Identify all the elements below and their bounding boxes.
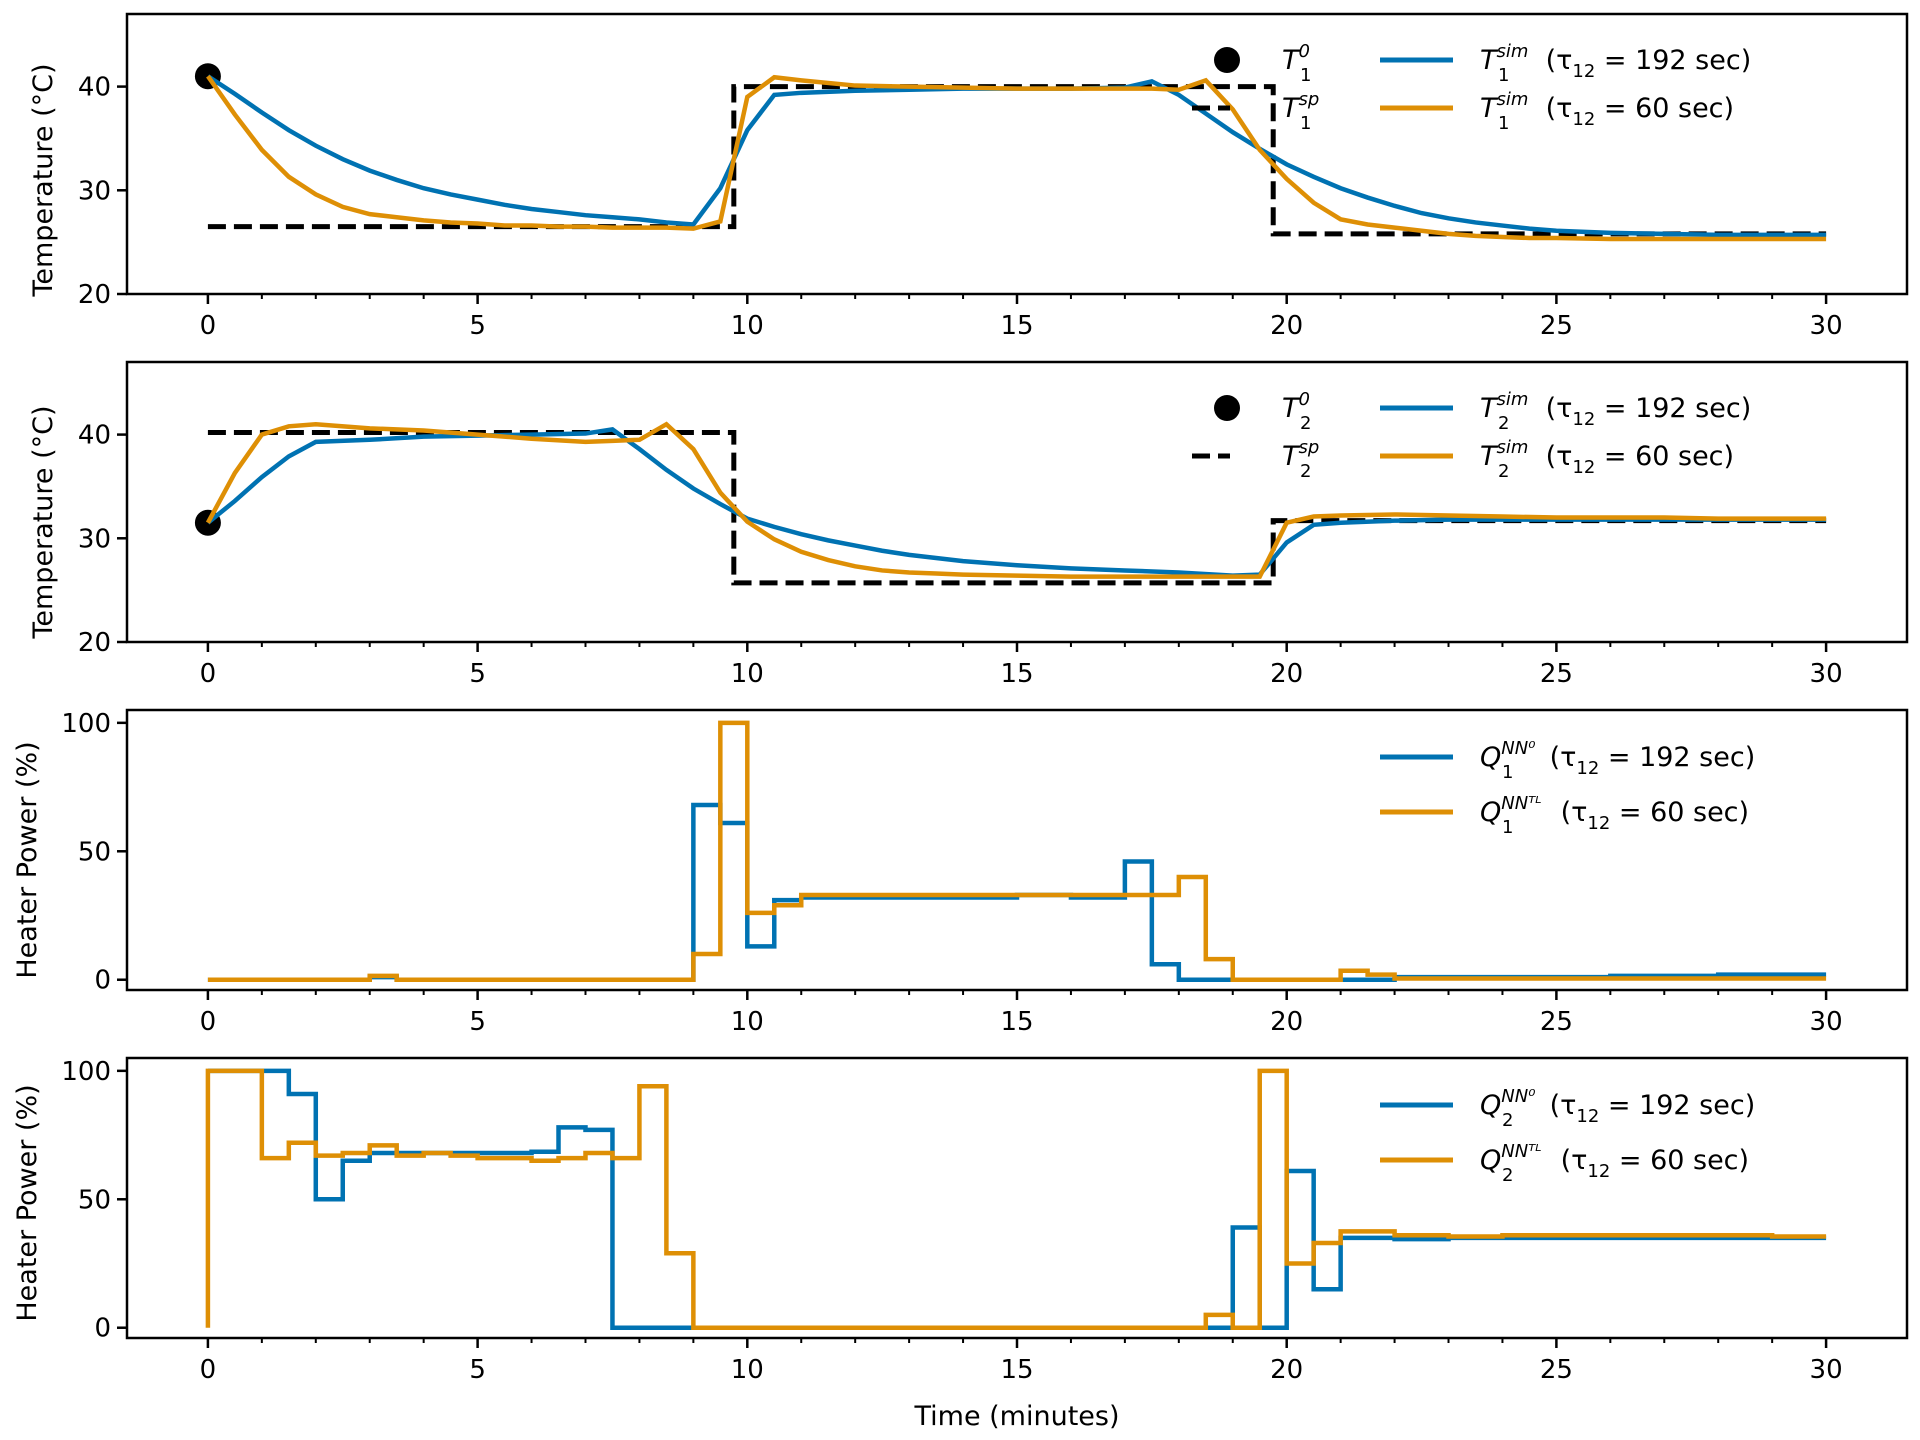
x-tick-label: 20 (1270, 659, 1303, 689)
legend-label: QNN⁰ 2 (τ12 = 192 sec) (1480, 1086, 1755, 1131)
x-tick-label: 20 (1270, 1355, 1303, 1385)
series-line (207, 720, 1827, 982)
x-tick-label: 25 (1540, 1355, 1573, 1385)
x-tick-label: 5 (469, 1355, 486, 1385)
legend-label: Tsim 2 (τ12 = 192 sec) (1480, 389, 1751, 434)
x-tick-label: 25 (1540, 1007, 1573, 1037)
y-tick-label: 50 (78, 1185, 111, 1215)
series-line (206, 74, 1827, 242)
y-tick-label: 30 (78, 176, 111, 206)
legend-label: Tsim 1 (τ12 = 192 sec) (1480, 41, 1751, 86)
x-tick-label: 10 (731, 1007, 764, 1037)
x-tick-label: 20 (1270, 1007, 1303, 1037)
x-tick-label: 25 (1540, 311, 1573, 341)
x-tick-label: 15 (1000, 659, 1033, 689)
y-tick-label: 0 (94, 966, 111, 996)
y-tick-label: 100 (61, 709, 111, 739)
x-tick-label: 30 (1810, 1355, 1843, 1385)
y-axis-label: Heater Power (%) (12, 1084, 43, 1321)
legend-label: Tsim 2 (τ12 = 60 sec) (1480, 437, 1734, 482)
y-axis-label: Heater Power (%) (12, 741, 43, 978)
x-tick-label: 15 (1000, 1007, 1033, 1037)
y-tick-label: 0 (94, 1314, 111, 1344)
x-axis-label: Time (minutes) (913, 1401, 1119, 1432)
plot-frame (125, 708, 1909, 992)
legend: T0 2 Tsp 2 Tsim 2 (τ12 = 192 sec)Tsim 2 (τ12 =… (1192, 389, 1751, 482)
panel-2: 0 5 10 15 20 25 30 20 30 40 T0 2 Tsp 2 Tsim 2 (τ12 = 19… (78, 360, 1909, 689)
x-tick-label: 10 (731, 659, 764, 689)
x-tick-label: 25 (1540, 659, 1573, 689)
y-tick-label: 40 (78, 421, 111, 451)
y-tick-label: 20 (78, 280, 111, 310)
x-tick-label: 0 (200, 1355, 217, 1385)
legend-label: T0 1 (1282, 41, 1311, 86)
x-tick-label: 10 (731, 311, 764, 341)
legend-label: QNNᵀᴸ 2 (τ12 = 60 sec) (1480, 1141, 1749, 1186)
y-tick-label: 50 (78, 837, 111, 867)
y-axis-label: Temperature (°C) (28, 405, 59, 639)
series-line (206, 427, 1827, 578)
series-line (206, 74, 1827, 238)
x-tick-label: 15 (1000, 1355, 1033, 1385)
x-tick-label: 0 (200, 659, 217, 689)
y-tick-label: 30 (78, 524, 111, 554)
series-line (205, 421, 1827, 579)
x-tick-label: 15 (1000, 311, 1033, 341)
legend-marker (1214, 47, 1240, 73)
plot-frame (125, 12, 1909, 296)
legend-label: Tsim 1 (τ12 = 60 sec) (1480, 89, 1734, 134)
series-line (207, 430, 1827, 586)
y-tick-label: 40 (78, 73, 111, 103)
panel-1: 0 5 10 15 20 25 30 20 30 40 T0 1 Tsp 1 Tsim 1 (τ12 = 19… (78, 12, 1909, 341)
y-tick-label: 100 (61, 1057, 111, 1087)
y-tick-label: 20 (78, 628, 111, 658)
legend-label: T0 2 (1282, 389, 1311, 434)
x-tick-label: 30 (1810, 659, 1843, 689)
x-tick-label: 5 (469, 659, 486, 689)
plot-frame (125, 360, 1909, 644)
legend-label: Tsp 1 (1282, 89, 1319, 134)
x-tick-label: 5 (469, 311, 486, 341)
x-tick-label: 5 (469, 1007, 486, 1037)
legend-label: QNN⁰ 1 (τ12 = 192 sec) (1480, 738, 1755, 783)
legend: QNN⁰ 2 (τ12 = 192 sec) QNNᵀᴸ 2 (τ12 = 60 se… (1380, 1086, 1755, 1186)
y-axis-label: Temperature (°C) (28, 63, 59, 297)
legend: T0 1 Tsp 1 Tsim 1 (τ12 = 192 sec)Tsim 1 (τ12 =… (1192, 41, 1751, 134)
x-tick-label: 10 (731, 1355, 764, 1385)
legend-marker (1214, 395, 1240, 421)
x-tick-label: 30 (1810, 1007, 1843, 1037)
x-tick-label: 0 (200, 311, 217, 341)
plot-frame (125, 1056, 1909, 1340)
x-tick-label: 20 (1270, 311, 1303, 341)
legend-label: Tsp 2 (1282, 437, 1319, 482)
x-tick-label: 30 (1810, 311, 1843, 341)
x-tick-label: 0 (200, 1007, 217, 1037)
series-line (207, 802, 1827, 982)
legend: QNN⁰ 1 (τ12 = 192 sec) QNNᵀᴸ 1 (τ12 = 60 se… (1380, 738, 1755, 838)
series-line (207, 84, 1827, 237)
legend-label: QNNᵀᴸ 1 (τ12 = 60 sec) (1480, 793, 1749, 838)
series-line (205, 1068, 1827, 1330)
